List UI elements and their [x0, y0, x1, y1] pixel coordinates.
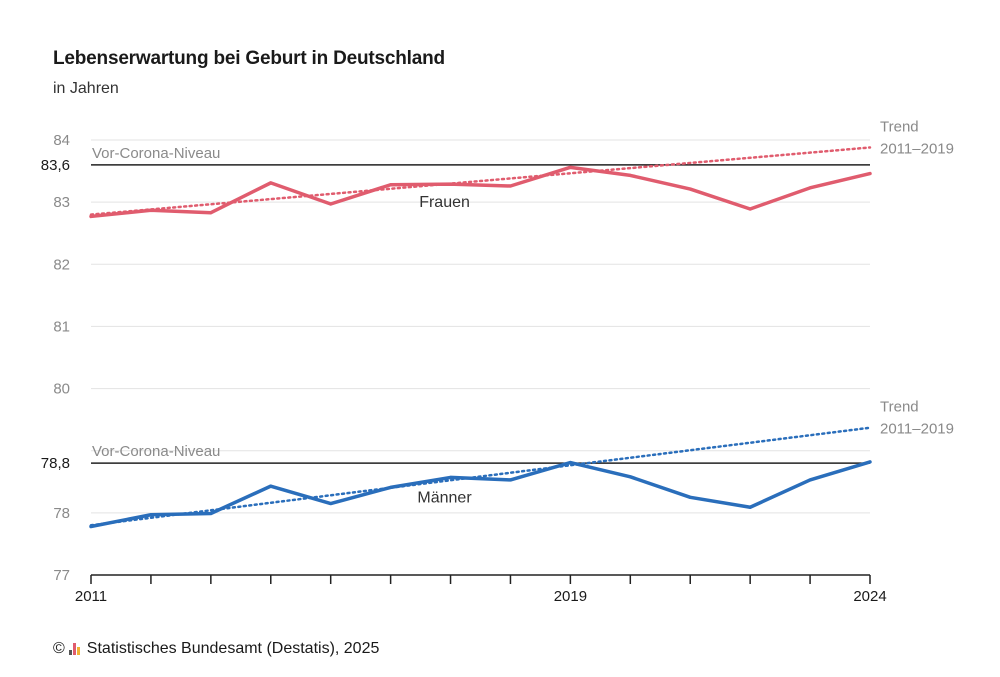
trend-line-0: [89, 146, 872, 216]
data-point-frauen-2022: [748, 207, 752, 211]
series-line-frauen: [89, 165, 872, 219]
y-tick-label-84: 84: [53, 132, 70, 149]
data-point-männer-2020: [628, 475, 632, 479]
data-point-männer-2011: [89, 525, 93, 529]
reference-value-label-1: 78,8: [41, 455, 70, 472]
source-text: Statistisches Bundesamt (Destatis), 2025: [86, 640, 380, 657]
series-label-1: Männer: [417, 489, 472, 506]
data-point-männer-2021: [688, 495, 692, 499]
data-point-männer-2014: [269, 484, 273, 488]
source-note: © Statistisches Bundesamt (Destatis), 20…: [53, 640, 379, 658]
data-point-männer-2024: [868, 460, 872, 464]
data-point-männer-2013: [209, 511, 213, 515]
data-point-männer-2023: [808, 478, 812, 482]
y-tick-label-83: 83: [53, 194, 70, 211]
data-point-männer-2015: [329, 502, 333, 506]
data-point-frauen-2024: [868, 172, 872, 176]
data-point-frauen-2021: [688, 187, 692, 191]
data-point-frauen-2011: [89, 214, 93, 218]
copyright-symbol: ©: [53, 640, 65, 657]
data-point-frauen-2016: [389, 183, 393, 187]
y-tick-label-81: 81: [53, 318, 70, 335]
data-point-frauen-2019: [568, 165, 572, 169]
reference-line-label-1: Vor-Corona-Niveau: [92, 443, 220, 460]
trend-label-line2-1: 2011–2019: [880, 421, 954, 438]
y-tick-label-80: 80: [53, 381, 70, 398]
reference-line-label-0: Vor-Corona-Niveau: [92, 145, 220, 162]
data-point-männer-2017: [449, 475, 453, 479]
data-point-frauen-2014: [269, 181, 273, 185]
data-point-männer-2022: [748, 505, 752, 509]
data-point-frauen-2013: [209, 211, 213, 215]
data-point-männer-2019: [568, 461, 572, 465]
y-tick-label-77: 77: [53, 567, 70, 584]
data-point-frauen-2020: [628, 173, 632, 177]
y-tick-label-78: 78: [53, 505, 70, 522]
destatis-logo-icon: [68, 643, 83, 655]
series-line-männer: [89, 460, 872, 529]
data-point-männer-2016: [389, 485, 393, 489]
x-tick-label-2019: 2019: [554, 588, 587, 605]
data-point-frauen-2018: [508, 184, 512, 188]
data-point-männer-2018: [508, 478, 512, 482]
chart-subtitle: in Jahren: [53, 80, 119, 97]
reference-value-label-0: 83,6: [41, 157, 70, 174]
x-tick-label-2011: 2011: [75, 588, 107, 605]
data-point-frauen-2017: [449, 182, 453, 186]
trend-label-line1-1: Trend: [880, 399, 919, 416]
chart-title: Lebenserwartung bei Geburt in Deutschlan…: [53, 48, 445, 69]
data-point-männer-2012: [149, 513, 153, 517]
y-tick-label-82: 82: [53, 256, 70, 273]
series-label-0: Frauen: [419, 194, 470, 211]
data-point-frauen-2023: [808, 186, 812, 190]
data-point-frauen-2012: [149, 208, 153, 212]
x-tick-label-2024: 2024: [853, 588, 886, 605]
data-point-frauen-2015: [329, 202, 333, 206]
trend-label-line2-0: 2011–2019: [880, 140, 954, 157]
trend-label-line1-0: Trend: [880, 118, 919, 135]
